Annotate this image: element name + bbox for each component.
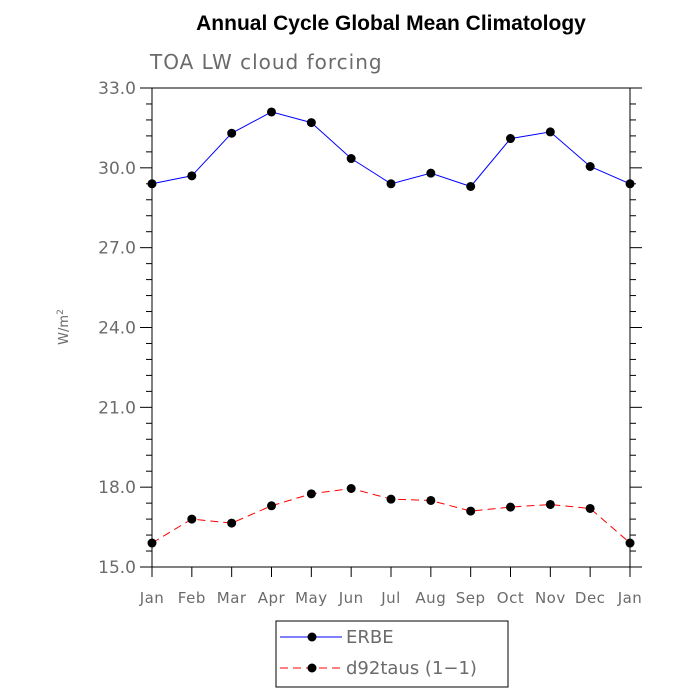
x-tick-label: Jan <box>617 589 643 607</box>
legend-entries: ERBE d92taus (1−1) <box>280 627 477 679</box>
x-tick-label: Apr <box>258 589 286 607</box>
data-point <box>506 502 515 512</box>
x-tick-label: Oct <box>497 589 524 607</box>
y-axis-label-superscript: 2 <box>56 309 66 315</box>
data-point <box>346 154 356 164</box>
chart-subtitle: TOA LW cloud forcing <box>149 50 383 74</box>
data-point <box>227 128 237 138</box>
legend-label: d92taus (1−1) <box>346 658 477 679</box>
x-tick-label: Aug <box>415 589 446 607</box>
data-point <box>267 501 276 511</box>
y-tick-label: 24.0 <box>98 319 136 339</box>
series-layer <box>147 107 635 548</box>
legend-entry: d92taus (1−1) <box>280 658 477 679</box>
y-axis-label: W/m2 <box>56 309 72 345</box>
series-2 <box>147 483 635 548</box>
x-tick-label: Dec <box>575 589 606 607</box>
data-point <box>466 506 476 516</box>
legend-box <box>275 620 509 688</box>
data-point <box>386 494 396 504</box>
x-tick-label: May <box>295 589 328 607</box>
data-point <box>306 118 316 128</box>
data-point <box>147 179 157 189</box>
y-tick-label: 27.0 <box>98 239 136 259</box>
data-point <box>267 107 276 117</box>
legend-swatch-marker <box>307 632 317 642</box>
data-point <box>147 538 157 548</box>
data-point <box>227 518 237 528</box>
data-point <box>187 171 197 181</box>
x-tick-label: Mar <box>217 589 247 607</box>
data-point <box>426 168 436 178</box>
data-point <box>545 127 555 137</box>
y-axis-label-text: W/m <box>57 315 72 345</box>
data-point <box>585 503 595 513</box>
legend-label: ERBE <box>346 627 394 648</box>
data-point <box>346 483 356 493</box>
data-point <box>506 134 515 144</box>
data-point <box>306 489 316 499</box>
y-tick-label: 18.0 <box>98 478 136 498</box>
legend-entry: ERBE <box>280 627 394 648</box>
legend-swatch-marker <box>307 663 317 673</box>
y-axis-title: W/m2 <box>56 309 72 345</box>
x-tick-label: Jan <box>139 589 165 607</box>
y-tick-label: 15.0 <box>98 558 136 578</box>
series-1 <box>147 107 635 191</box>
x-tick-label: Jun <box>338 589 364 607</box>
data-point <box>466 181 476 191</box>
x-tick-label: Sep <box>456 589 486 607</box>
y-tick-label: 33.0 <box>98 79 136 99</box>
legend: ERBE d92taus (1−1) <box>275 620 509 688</box>
data-point <box>625 179 635 189</box>
data-point <box>187 514 197 524</box>
series-line <box>151 111 631 188</box>
data-point <box>545 499 555 509</box>
data-point <box>585 162 595 172</box>
y-tick-label: 21.0 <box>98 398 136 418</box>
axes: 15.0 18.0 21.0 24.0 27.0 30.0 33.0 Jan Feb Mar Apr… <box>98 79 642 607</box>
x-tick-label: Feb <box>178 589 206 607</box>
x-tick-label: Jul <box>380 589 401 607</box>
data-point <box>426 495 436 505</box>
y-tick-label: 30.0 <box>98 159 136 179</box>
data-point <box>625 538 635 548</box>
chart-title: Annual Cycle Global Mean Climatology <box>196 12 586 35</box>
x-tick-label: Nov <box>535 589 566 607</box>
data-point <box>386 179 396 189</box>
